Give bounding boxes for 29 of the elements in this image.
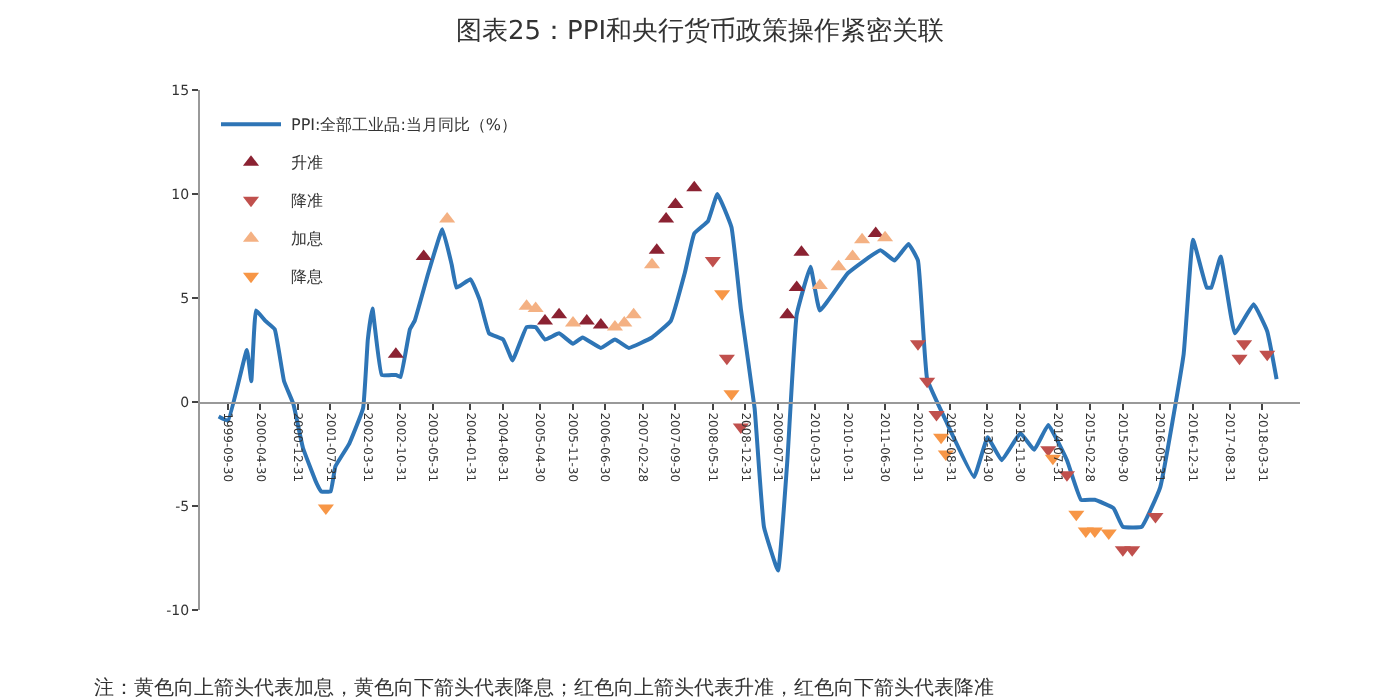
point — [625, 307, 642, 319]
point — [1231, 354, 1248, 366]
point — [788, 280, 805, 292]
point — [1259, 350, 1276, 362]
point — [811, 278, 828, 290]
line-series — [216, 192, 1279, 573]
legend-label: 升准 — [291, 154, 323, 173]
point — [658, 211, 675, 223]
point — [718, 354, 735, 366]
point — [616, 315, 633, 327]
legend-label: 加息 — [291, 230, 323, 249]
point — [1068, 510, 1085, 522]
point — [779, 307, 796, 319]
point — [439, 211, 456, 223]
point — [1100, 529, 1117, 541]
legend-label: 降息 — [291, 268, 323, 287]
point — [867, 226, 884, 238]
point — [854, 232, 871, 244]
point — [686, 180, 703, 192]
text: 注：黄色向上箭头代表加息，黄色向下箭头代表降息；红色向上箭头代表升准，红色向下箭头代表降准 — [94, 676, 994, 700]
legend-label: 降准 — [291, 192, 323, 211]
point — [919, 377, 936, 389]
legend-label: PPI:全部工业品:当月同比（%） — [291, 116, 517, 135]
point — [1147, 512, 1164, 524]
chart-title: 图表25：PPI和央行货币政策操作紧密关联 — [455, 17, 945, 48]
point — [928, 410, 945, 422]
point — [830, 259, 847, 271]
point — [317, 504, 334, 516]
point — [578, 313, 595, 325]
